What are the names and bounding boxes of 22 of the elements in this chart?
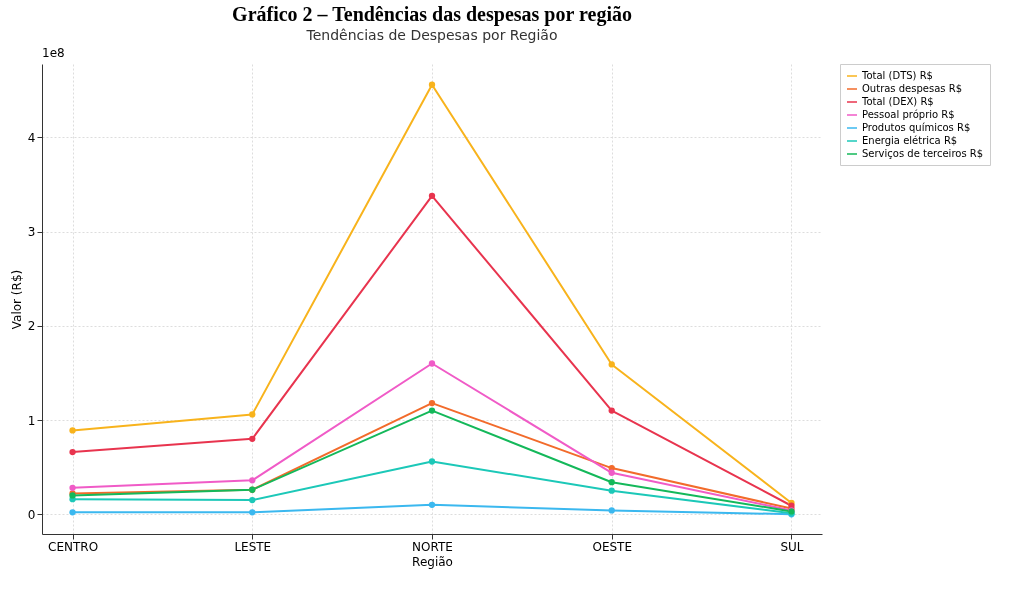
y-tick-label: 0 (27, 507, 36, 522)
y-tick-label: 1 (27, 413, 36, 428)
legend-label: Outras despesas R$ (862, 83, 963, 94)
legend-label: Total (DEX) R$ (861, 96, 934, 107)
legend-label: Pessoal próprio R$ (862, 109, 955, 120)
x-tick-label: NORTE (412, 539, 453, 554)
x-tick-label: OESTE (592, 539, 632, 554)
chart-title: Gráfico 2 – Tendências das despesas por região (232, 3, 632, 26)
legend-label: Produtos químicos R$ (862, 122, 971, 133)
x-tick-label: SUL (780, 539, 804, 554)
x-tick-label: LESTE (234, 539, 272, 554)
legend-label: Serviços de terceiros R$ (862, 148, 984, 159)
x-axis-title: Região (412, 554, 453, 569)
y-axis-title: Valor (R$) (9, 269, 24, 330)
x-tick-label: CENTRO (48, 539, 99, 554)
y-tick-label: 2 (27, 319, 36, 334)
y-tick-label: 3 (27, 225, 36, 240)
y-tick-label: 4 (27, 130, 36, 145)
legend-label: Total (DTS) R$ (861, 70, 933, 81)
text: 1e8 (42, 46, 65, 60)
legend-label: Energia elétrica R$ (862, 135, 958, 146)
chart-subtitle: Tendências de Despesas por Região (305, 27, 558, 43)
